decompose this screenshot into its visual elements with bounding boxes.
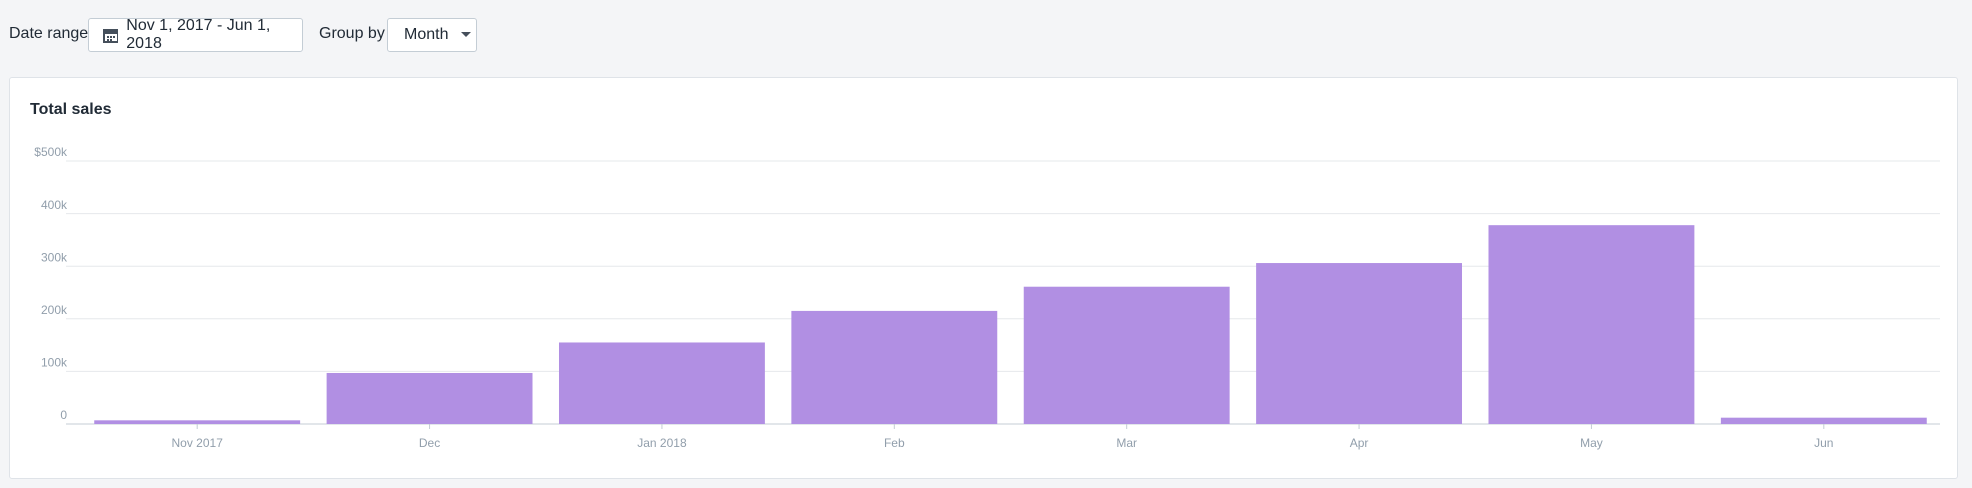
group-by-select[interactable]: Month	[387, 18, 477, 52]
bar	[1023, 286, 1230, 424]
y-tick-label: 200k	[41, 303, 68, 317]
x-tick-label: Mar	[1116, 436, 1137, 450]
x-tick-label: May	[1580, 436, 1603, 450]
y-tick-label: 100k	[41, 356, 68, 370]
x-tick-label: Dec	[419, 436, 440, 450]
group-by-label: Group by	[319, 25, 385, 42]
y-tick-label: 0	[60, 408, 67, 422]
chart: Total sales 0 100k 200k 300k 400k $500k Nov 20…	[30, 101, 1940, 450]
bar	[1720, 417, 1927, 424]
date-range-button[interactable]: Nov 1, 2017 - Jun 1, 2018	[88, 17, 303, 52]
bar	[326, 372, 533, 424]
x-tick-label: Apr	[1350, 436, 1369, 450]
calendar-icon	[103, 29, 119, 43]
bar	[94, 420, 301, 424]
date-range-value: Nov 1, 2017 - Jun 1, 2018	[126, 17, 271, 52]
dropdown-arrow	[461, 32, 472, 37]
bar	[1488, 225, 1695, 424]
x-tick-label: Jan 2018	[637, 436, 687, 450]
bar	[558, 342, 765, 424]
y-tick-label: 400k	[41, 198, 68, 212]
y-tick-label: $500k	[34, 145, 68, 159]
x-tick-label: Jun	[1814, 436, 1833, 450]
group-by-value: Month	[404, 26, 449, 43]
bar	[1256, 263, 1463, 424]
chart-title: Total sales	[30, 101, 112, 118]
x-tick-label: Nov 2017	[172, 436, 224, 450]
bar	[791, 310, 998, 424]
x-tick-label: Feb	[884, 436, 905, 450]
y-tick-label: 300k	[41, 250, 68, 264]
chart-card: Total sales 0 100k 200k 300k 400k $500k Nov 20…	[9, 77, 1958, 479]
date-range-label: Date range	[9, 25, 89, 42]
